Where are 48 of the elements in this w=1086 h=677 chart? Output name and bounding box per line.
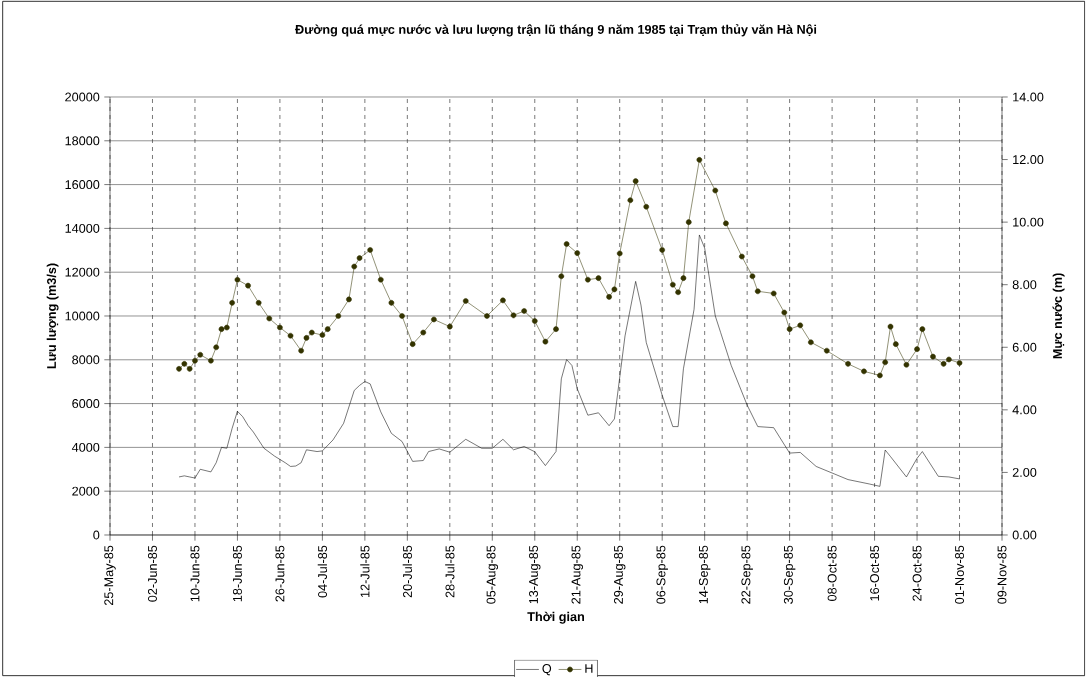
x-tick-label: 21-Aug-85 [571, 545, 583, 604]
x-tick-label: 08-Oct-85 [827, 545, 837, 601]
x-tick-label: 18-Jun-85 [232, 545, 242, 602]
y2-tick-label: 8.00 [1012, 280, 1037, 290]
y2-tick-label: 4.00 [1012, 405, 1037, 415]
x-tick-label: 20-Jul-85 [402, 545, 412, 598]
line-series [178, 234, 960, 487]
y-tick-label: 14000 [65, 223, 100, 233]
x-tick-label: 16-Oct-85 [870, 545, 880, 601]
y-tick-label: 4000 [71, 442, 100, 452]
y2-axis-title: Mực nước (m) [1052, 273, 1065, 359]
y2-tick-label: 0.00 [1012, 530, 1037, 540]
y2-tick-label: 10.00 [1013, 217, 1044, 227]
y2-tick-label: 6.00 [1012, 342, 1037, 352]
y-tick-label: 8000 [72, 355, 100, 365]
x-tick-label: 26-Jun-85 [275, 545, 285, 602]
y-tick-label: 6000 [72, 399, 100, 409]
x-tick-label: 09-Nov-85 [997, 545, 1007, 604]
x-axis-title: Thời gian [527, 611, 585, 624]
y-axis-title: Lưu lượng (m3/s) [46, 263, 59, 369]
chart-title: Đường quá mực nước và lưu lượng trận lũ tháng 9 năm 1985 tại Trạm thủy văn Hà Nội [295, 24, 817, 37]
x-tick-label: 29-Aug-85 [613, 545, 626, 604]
y2-tick-label: 14.00 [1013, 92, 1044, 102]
x-tick-label: 12-Jul-85 [360, 545, 370, 598]
y2-tick-label: 2.00 [1012, 467, 1037, 477]
x-tick-label: 10-Jun-85 [190, 545, 200, 602]
x-tick-label: 13-Aug-85 [529, 545, 541, 604]
y-tick-label: 20000 [65, 92, 100, 102]
y-tick-label: 18000 [65, 136, 100, 146]
y2-tick-label: 12.00 [1013, 155, 1044, 165]
x-tick-label: 30-Sep-85 [783, 545, 796, 604]
x-tick-label: 28-Jul-85 [445, 545, 455, 598]
y-tick-label: 16000 [65, 180, 100, 190]
x-tick-label: 04-Jul-85 [317, 545, 328, 598]
y-tick-label: 0 [93, 530, 100, 540]
x-tick-label: 24-Oct-85 [912, 545, 922, 601]
x-tick-label: 06-Sep-85 [656, 545, 668, 604]
x-tick-label: 14-Sep-85 [698, 545, 711, 604]
x-tick-label: 05-Aug-85 [486, 545, 499, 604]
x-tick-label: 22-Sep-85 [741, 545, 753, 604]
y-tick-label: 12000 [65, 267, 100, 277]
y-tick-label: 2000 [72, 486, 100, 496]
y-tick-label: 10000 [65, 311, 100, 321]
x-tick-label: 01-Nov-85 [955, 545, 965, 604]
x-tick-label: 02-Jun-85 [148, 545, 157, 602]
x-tick-label: 25-May-85 [104, 545, 116, 606]
legend-label: Q [542, 664, 552, 676]
legend-label: H [585, 664, 593, 673]
